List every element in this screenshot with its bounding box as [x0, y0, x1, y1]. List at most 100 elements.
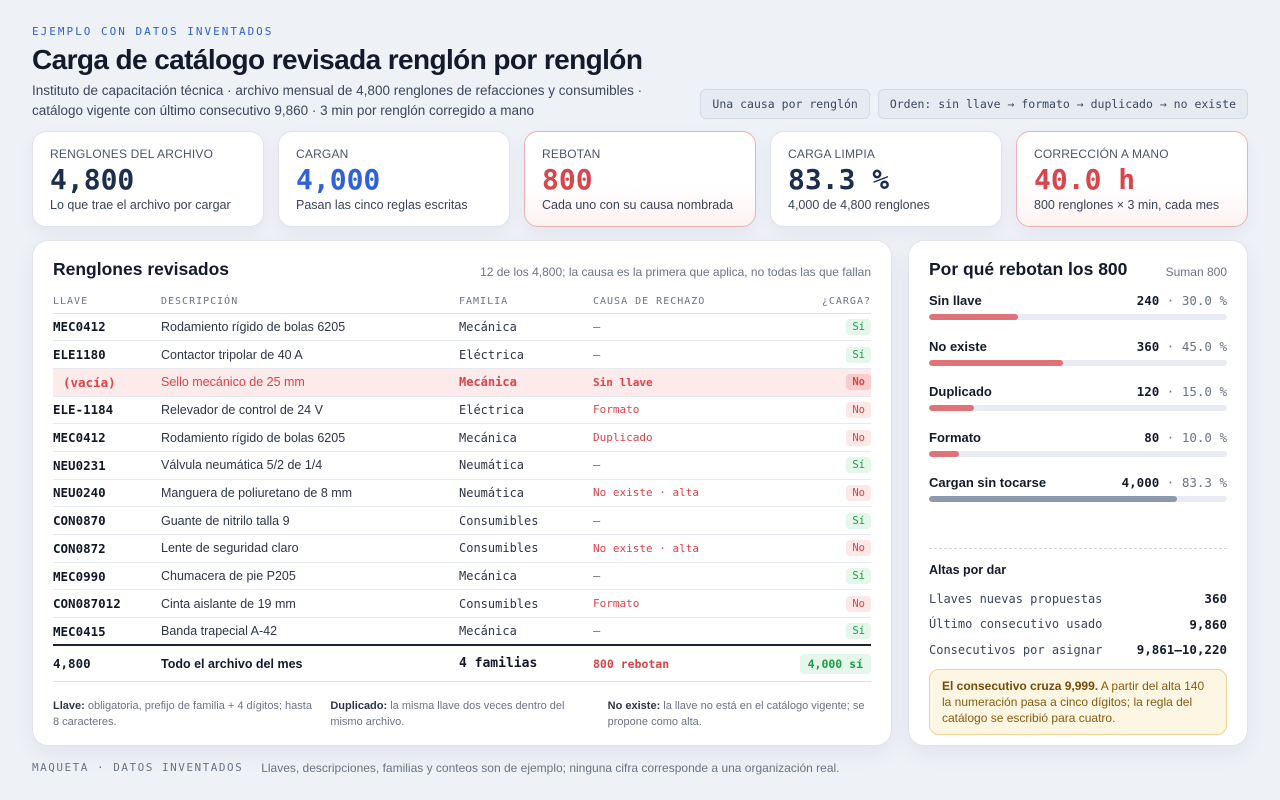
- warning-text: A partir del alta 140 la numeración pasa…: [942, 678, 1205, 725]
- reason-fill: [929, 314, 1019, 320]
- kpi-value: 800: [542, 163, 593, 196]
- footer-text: Llaves, descripciones, familias y conteo…: [261, 761, 840, 775]
- cell-llave: MEC0412: [53, 423, 161, 452]
- reason-bar-row: No existe 360 · 45.0 %: [929, 339, 1227, 366]
- eyebrow-label: EJEMPLO CON DATOS INVENTADOS: [32, 25, 274, 38]
- reason-label: Sin llave: [929, 293, 982, 308]
- cell-descripcion: Banda trapecial A-42: [161, 617, 459, 646]
- table-row: (vacía) Sello mecánico de 25 mm Mecánica Si…: [53, 368, 871, 397]
- warning-strong: El consecutivo cruza 9,999.: [942, 678, 1099, 693]
- cell-causa: No existe · alta: [593, 534, 773, 563]
- rules-legend: Llave: obligatoria, prefijo de familia +…: [53, 698, 871, 730]
- reason-bar-row: Formato 80 · 10.0 %: [929, 430, 1227, 457]
- reason-pct: 15.0 %: [1181, 384, 1227, 399]
- reason-bars: Sin llave 240 · 30.0 % No existe 360 · 45.0…: [929, 293, 1227, 502]
- cell-carga: Sí: [773, 562, 871, 591]
- altas-label: Llaves nuevas propuestas: [929, 591, 1103, 606]
- overflow-warning: El consecutivo cruza 9,999. A partir del…: [929, 668, 1227, 735]
- reason-track: [929, 359, 1227, 366]
- reason-count: 240: [1136, 293, 1160, 308]
- table-row: NEU0231 Válvula neumática 5/2 de 1/4 Neumá…: [53, 451, 871, 480]
- altas-row: Llaves nuevas propuestas 360: [929, 586, 1227, 612]
- reason-pct: 10.0 %: [1181, 429, 1227, 445]
- cell-carga: No: [773, 396, 871, 425]
- table-total-row: 4,800 Todo el archivo del mes 4 familias 80…: [53, 644, 871, 682]
- cell-descripcion: Rodamiento rígido de bolas 6205: [161, 313, 459, 342]
- kpi-card-rebotan: REBOTAN 800 Cada uno con su causa nombra…: [524, 131, 756, 227]
- altas-row: Consecutivos por asignar 9,861–10,220: [929, 637, 1227, 663]
- cell-familia: Consumibles: [459, 534, 593, 563]
- legend-text: la misma llave dos veces dentro del mism…: [330, 700, 565, 728]
- reason-count: 80: [1144, 429, 1160, 445]
- footer-tag: MAQUETA · DATOS INVENTADOS: [32, 761, 244, 774]
- reason-bar-row: Sin llave 240 · 30.0 %: [929, 293, 1227, 320]
- cell-descripcion: Rodamiento rígido de bolas 6205: [161, 423, 459, 452]
- cell-llave: CON087012: [53, 589, 161, 619]
- carga-badge: Sí: [846, 568, 871, 585]
- reason-track: [929, 450, 1227, 457]
- kpi-sub: 800 renglones × 3 min, cada mes: [1034, 198, 1220, 212]
- reason-fill: [929, 405, 974, 411]
- legend-no-existe: No existe: la llave no está en el catálo…: [608, 698, 871, 730]
- cell-llave: CON0872: [53, 534, 161, 563]
- cell-descripcion: Relevador de control de 24 V: [161, 396, 459, 425]
- cell-familia: Neumática: [459, 451, 593, 480]
- cell-causa: No existe · alta: [593, 479, 773, 508]
- reason-count: 4,000: [1121, 475, 1160, 490]
- altas-label: Último consecutivo usado: [929, 617, 1103, 632]
- carga-badge: Sí: [846, 457, 871, 474]
- altas-value: 360: [1204, 591, 1227, 607]
- cell-descripcion: Sello mecánico de 25 mm: [161, 368, 459, 397]
- cell-llave: CON0870: [53, 506, 161, 535]
- cell-familia: Eléctrica: [459, 396, 593, 425]
- reason-track: [929, 405, 1227, 411]
- total-carga-badge: 4,000 sí: [799, 653, 871, 674]
- col-causa: CAUSA DE RECHAZO: [593, 291, 773, 314]
- cell-carga: Sí: [773, 451, 871, 480]
- kpi-sub: 4,000 de 4,800 renglones: [788, 198, 930, 212]
- reason-track: [929, 496, 1227, 502]
- carga-badge: No: [846, 429, 871, 446]
- footer: MAQUETA · DATOS INVENTADOS Llaves, descr…: [32, 761, 840, 775]
- cell-familia: Mecánica: [459, 313, 593, 342]
- page-title: Carga de catálogo revisada renglón por r…: [32, 44, 643, 75]
- cell-descripcion: Guante de nitrilo talla 9: [161, 506, 459, 535]
- reason-pct: 30.0 %: [1181, 293, 1227, 308]
- legend-term: Duplicado:: [330, 700, 388, 712]
- reason-count: 360: [1136, 338, 1160, 354]
- chip-order: Orden: sin llave → formato → duplicado →…: [877, 89, 1248, 119]
- table-row: CON087012 Cinta aislante de 19 mm Consumib…: [53, 589, 871, 619]
- total-carga: 4,000 sí: [773, 644, 871, 682]
- reviewed-rows-panel: Renglones revisados 12 de los 4,800; la …: [32, 240, 892, 746]
- reason-label: Cargan sin tocarse: [929, 475, 1047, 490]
- cell-descripcion: Chumacera de pie P205: [161, 562, 459, 591]
- chip-one-cause: Una causa por renglón: [700, 89, 870, 119]
- total-llave: 4,800: [53, 644, 161, 682]
- reason-label: No existe: [929, 338, 987, 354]
- cell-familia: Mecánica: [459, 368, 593, 397]
- table-row: CON0870 Guante de nitrilo talla 9 Consumib…: [53, 506, 871, 535]
- cell-descripcion: Lente de seguridad claro: [161, 534, 459, 563]
- cell-llave: NEU0240: [53, 479, 161, 508]
- reason-numbers: 360 · 45.0 %: [1137, 339, 1227, 354]
- cell-causa: —: [593, 313, 773, 342]
- cell-carga: Sí: [773, 340, 871, 369]
- reason-bar-head: Formato 80 · 10.0 %: [929, 430, 1227, 445]
- altas-value: 9,861–10,220: [1136, 642, 1227, 658]
- cell-carga: No: [773, 479, 871, 508]
- reason-bar-head: No existe 360 · 45.0 %: [929, 339, 1227, 354]
- reasons-total: Suman 800: [1165, 265, 1227, 279]
- carga-badge: Sí: [846, 512, 871, 529]
- cell-familia: Mecánica: [459, 617, 593, 646]
- rule-chips: Una causa por renglón Orden: sin llave →…: [700, 89, 1248, 119]
- cell-causa: —: [593, 340, 773, 369]
- cell-carga: Sí: [773, 313, 871, 342]
- kpi-value: 83.3 %: [788, 163, 890, 196]
- reason-fill: [929, 359, 1064, 366]
- altas-label: Consecutivos por asignar: [929, 642, 1103, 657]
- cell-carga: No: [773, 534, 871, 563]
- table-row: MEC0412 Rodamiento rígido de bolas 6205 Me…: [53, 313, 871, 342]
- altas-section: Altas por dar Llaves nuevas propuestas 3…: [929, 548, 1227, 735]
- cell-llave: (vacía): [53, 368, 161, 397]
- legend-term: No existe:: [607, 700, 661, 712]
